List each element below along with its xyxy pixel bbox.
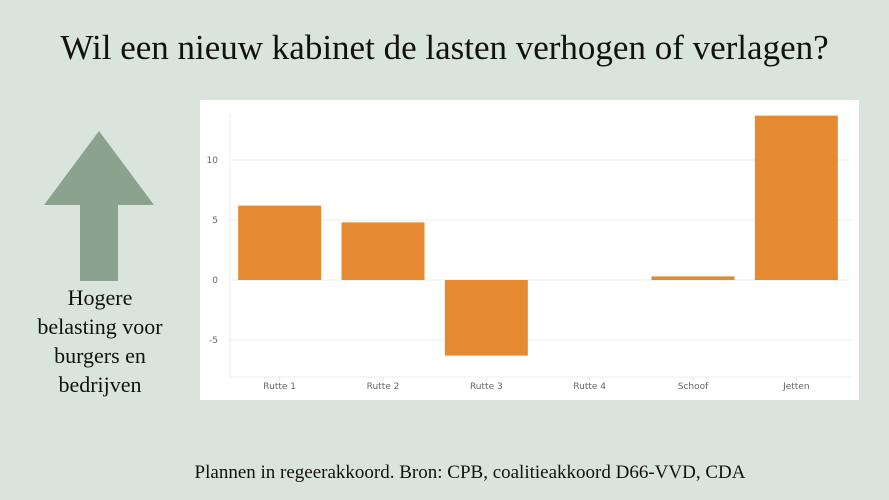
side-label-line: bedrijven bbox=[58, 372, 142, 397]
side-label-line: belasting voor bbox=[37, 314, 163, 339]
y-tick-label: 0 bbox=[212, 276, 218, 286]
x-tick-label: Schoof bbox=[678, 382, 709, 392]
page-title: Wil een nieuw kabinet de lasten verhogen… bbox=[60, 28, 829, 67]
x-tick-label: Jetten bbox=[782, 382, 810, 392]
chart-panel: -5 0 5 10 Rutte 1 Rutte 2 Rutte 3 Rutte 4 Schoof… bbox=[200, 100, 859, 400]
side-label-line: Hogere bbox=[67, 285, 133, 310]
bar-chart: -5 0 5 10 Rutte 1 Rutte 2 Rutte 3 Rutte 4 Schoof… bbox=[207, 114, 850, 392]
bar-schoof bbox=[651, 276, 735, 280]
x-tick-label: Rutte 4 bbox=[573, 382, 606, 392]
y-tick-label: 5 bbox=[212, 216, 218, 226]
y-tick-label: 10 bbox=[207, 156, 219, 166]
x-tick-label: Rutte 1 bbox=[263, 382, 296, 392]
side-label-line: burgers en bbox=[54, 343, 146, 368]
arrow-up-icon bbox=[44, 131, 154, 281]
side-label: Hogere belasting voor burgers en bedrijv… bbox=[30, 283, 170, 399]
y-tick-label: -5 bbox=[209, 336, 218, 346]
bar-rutte-3 bbox=[444, 280, 528, 356]
x-tick-label: Rutte 3 bbox=[470, 382, 503, 392]
bar-rutte-2 bbox=[341, 222, 425, 280]
bar-jetten bbox=[754, 115, 838, 280]
x-tick-label: Rutte 2 bbox=[367, 382, 400, 392]
bar-rutte-1 bbox=[238, 205, 322, 280]
source-caption: Plannen in regeerakkoord. Bron: CPB, coa… bbox=[194, 462, 746, 483]
